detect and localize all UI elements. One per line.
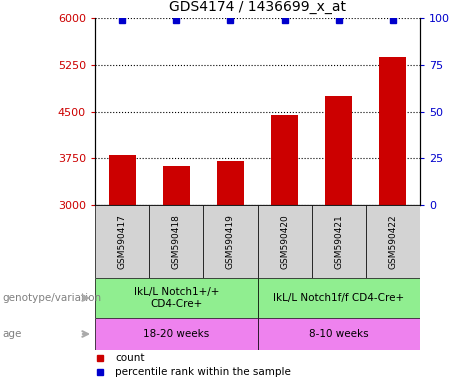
Text: age: age [2, 329, 21, 339]
Bar [203, 205, 258, 278]
Text: count: count [115, 353, 144, 363]
Text: genotype/variation: genotype/variation [2, 293, 101, 303]
Bar [149, 205, 203, 278]
Text: GSM590419: GSM590419 [226, 214, 235, 269]
Bar [366, 205, 420, 278]
Bar [163, 166, 190, 205]
Bar [108, 155, 136, 205]
Text: GSM590422: GSM590422 [389, 214, 397, 269]
Text: IkL/L Notch1+/+
CD4-Cre+: IkL/L Notch1+/+ CD4-Cre+ [134, 287, 219, 309]
Bar [379, 57, 407, 205]
Bar [325, 96, 352, 205]
Bar [217, 161, 244, 205]
Text: GSM590421: GSM590421 [334, 214, 343, 269]
Text: 8-10 weeks: 8-10 weeks [309, 329, 368, 339]
Text: IkL/L Notch1f/f CD4-Cre+: IkL/L Notch1f/f CD4-Cre+ [273, 293, 404, 303]
Text: 18-20 weeks: 18-20 weeks [143, 329, 209, 339]
Text: percentile rank within the sample: percentile rank within the sample [115, 367, 291, 377]
Bar [95, 318, 258, 350]
Title: GDS4174 / 1436699_x_at: GDS4174 / 1436699_x_at [169, 0, 346, 14]
Bar [258, 318, 420, 350]
Bar [312, 205, 366, 278]
Text: GSM590420: GSM590420 [280, 214, 289, 269]
Bar [95, 205, 149, 278]
Text: GSM590417: GSM590417 [118, 214, 127, 269]
Bar [258, 278, 420, 318]
Bar [258, 205, 312, 278]
Bar [271, 114, 298, 205]
Bar [95, 278, 258, 318]
Text: GSM590418: GSM590418 [172, 214, 181, 269]
